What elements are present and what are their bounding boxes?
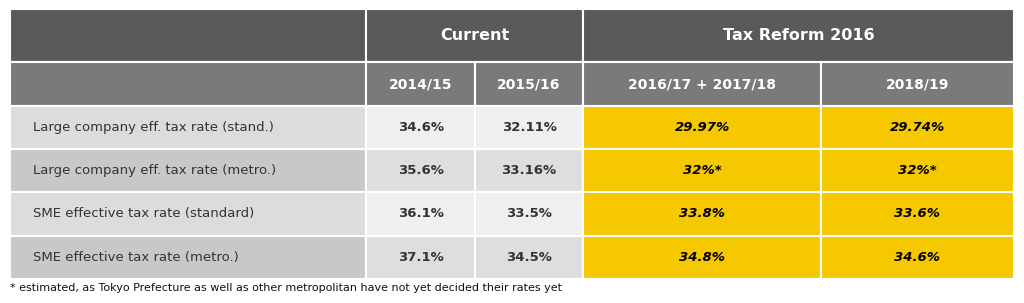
Text: 2018/19: 2018/19 — [886, 77, 949, 91]
Bar — [367, 106, 475, 149]
Text: Current: Current — [440, 28, 510, 43]
Bar — [10, 106, 367, 149]
Bar — [10, 236, 367, 279]
Text: SME effective tax rate (metro.): SME effective tax rate (metro.) — [33, 251, 239, 264]
Text: 33.5%: 33.5% — [506, 208, 552, 221]
Bar — [367, 236, 475, 279]
Bar — [821, 62, 1014, 106]
Bar — [475, 192, 584, 236]
Bar — [367, 9, 584, 62]
Bar — [584, 9, 1014, 62]
Text: 32.11%: 32.11% — [502, 121, 556, 134]
Text: 2016/17 + 2017/18: 2016/17 + 2017/18 — [628, 77, 776, 91]
Text: 29.97%: 29.97% — [675, 121, 730, 134]
Text: 34.6%: 34.6% — [894, 251, 940, 264]
Bar — [821, 149, 1014, 192]
Text: 36.1%: 36.1% — [397, 208, 443, 221]
Bar — [475, 62, 584, 106]
Text: Large company eff. tax rate (metro.): Large company eff. tax rate (metro.) — [33, 164, 275, 177]
Text: 29.74%: 29.74% — [890, 121, 945, 134]
Bar — [10, 9, 367, 62]
Bar — [821, 236, 1014, 279]
Bar — [584, 236, 821, 279]
Text: 35.6%: 35.6% — [397, 164, 443, 177]
Bar — [475, 236, 584, 279]
Text: Tax Reform 2016: Tax Reform 2016 — [723, 28, 874, 43]
Text: 34.5%: 34.5% — [506, 251, 552, 264]
Bar — [367, 62, 475, 106]
Bar — [584, 192, 821, 236]
Text: Large company eff. tax rate (stand.): Large company eff. tax rate (stand.) — [33, 121, 273, 134]
Text: 33.6%: 33.6% — [894, 208, 940, 221]
Text: 33.8%: 33.8% — [679, 208, 725, 221]
Bar — [475, 106, 584, 149]
Text: 2014/15: 2014/15 — [389, 77, 453, 91]
Bar — [584, 106, 821, 149]
Text: 32%*: 32%* — [898, 164, 937, 177]
Bar — [821, 106, 1014, 149]
Text: 37.1%: 37.1% — [397, 251, 443, 264]
Text: 32%*: 32%* — [683, 164, 722, 177]
Bar — [367, 149, 475, 192]
Bar — [584, 62, 821, 106]
Text: 2015/16: 2015/16 — [498, 77, 561, 91]
Bar — [821, 192, 1014, 236]
Text: SME effective tax rate (standard): SME effective tax rate (standard) — [33, 208, 254, 221]
Bar — [10, 62, 367, 106]
Text: 34.8%: 34.8% — [679, 251, 725, 264]
Bar — [10, 192, 367, 236]
Text: 34.6%: 34.6% — [397, 121, 443, 134]
Text: * estimated, as Tokyo Prefecture as well as other metropolitan have not yet deci: * estimated, as Tokyo Prefecture as well… — [10, 283, 562, 293]
Text: 33.16%: 33.16% — [502, 164, 557, 177]
Bar — [584, 149, 821, 192]
Bar — [475, 149, 584, 192]
Bar — [10, 149, 367, 192]
Bar — [367, 192, 475, 236]
